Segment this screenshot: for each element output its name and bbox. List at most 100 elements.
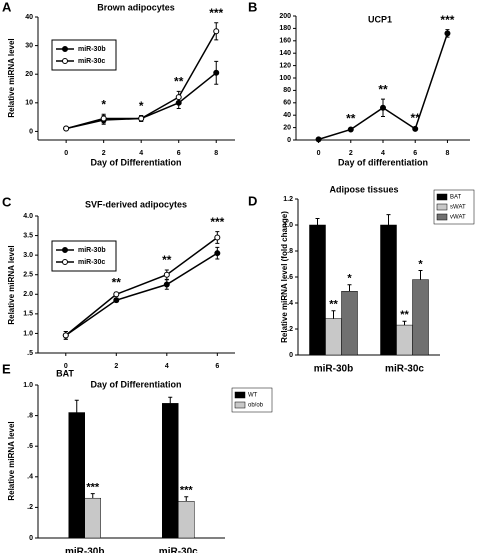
significance: ** xyxy=(329,299,338,311)
y-tick-label: 1.0 xyxy=(23,330,33,337)
x-tick-label: 6 xyxy=(413,150,417,157)
bar xyxy=(412,279,429,356)
bar xyxy=(309,224,326,356)
chart-title: BAT xyxy=(56,368,74,378)
y-tick-label: .2 xyxy=(287,326,293,333)
x-axis-label: Day of Differentiation xyxy=(90,157,181,167)
y-tick-label: 3.0 xyxy=(23,252,33,259)
point xyxy=(62,332,69,339)
error-bar xyxy=(74,399,79,413)
significance: * xyxy=(139,99,144,113)
significance: ** xyxy=(400,309,409,321)
y-tick-label: 160 xyxy=(279,38,291,45)
y-tick-label: 20 xyxy=(25,71,33,78)
error-bar xyxy=(168,396,173,404)
series-line xyxy=(65,236,218,336)
y-tick-label: .4 xyxy=(287,300,293,307)
y-tick-label: .6 xyxy=(27,443,33,450)
point xyxy=(444,30,451,37)
y-tick-label: 0 xyxy=(289,352,293,359)
legend-marker xyxy=(62,247,68,253)
y-tick-label: .8 xyxy=(27,412,33,419)
significance: ** xyxy=(378,82,388,96)
point xyxy=(214,234,221,241)
panel-label: B xyxy=(248,0,257,14)
y-axis-label: Relative miRNA level xyxy=(7,421,16,500)
point xyxy=(213,28,220,35)
x-tick-label: 2 xyxy=(102,150,106,157)
x-tick-label: miR-30b xyxy=(65,547,104,553)
y-tick-label: 1.2 xyxy=(283,196,293,203)
point xyxy=(138,115,145,122)
y-tick-label: 2.0 xyxy=(23,291,33,298)
y-axis-label: Relative miRNA level (fold change) xyxy=(280,211,289,343)
bar xyxy=(84,497,101,539)
y-tick-label: .6 xyxy=(287,274,293,281)
y-tick-label: 2.5 xyxy=(23,272,33,279)
significance: ** xyxy=(174,75,184,89)
point xyxy=(163,271,170,278)
y-tick-label: 1.5 xyxy=(23,311,33,318)
panel-label: C xyxy=(2,194,12,209)
error-bar xyxy=(184,496,189,502)
x-tick-label: 0 xyxy=(317,150,321,157)
legend-label: miR-30b xyxy=(78,247,106,254)
error-bar xyxy=(418,270,423,280)
y-tick-label: 1.0 xyxy=(23,382,33,389)
x-tick-label: miR-30c xyxy=(385,364,424,375)
legend-label: miR-30c xyxy=(78,259,105,266)
error-bar xyxy=(331,310,336,319)
panel-label: A xyxy=(2,0,12,14)
error-bar xyxy=(315,218,320,225)
legend-marker xyxy=(62,259,68,265)
x-tick-label: 4 xyxy=(139,150,143,157)
x-axis-label: Day of Differentiation xyxy=(90,379,181,389)
significance: * xyxy=(347,273,352,285)
point xyxy=(63,125,70,132)
x-tick-label: 6 xyxy=(215,363,219,370)
point xyxy=(175,94,182,101)
point xyxy=(100,115,107,122)
legend-label: miR-30c xyxy=(78,58,105,65)
y-axis-label: Relative miRNA level xyxy=(7,245,16,324)
bar xyxy=(396,324,413,356)
legend-swatch xyxy=(436,203,448,211)
y-tick-label: 80 xyxy=(283,87,291,94)
x-tick-label: 8 xyxy=(214,150,218,157)
significance: *** xyxy=(86,482,100,494)
point xyxy=(380,104,386,111)
legend-label: sWAT xyxy=(450,205,466,211)
bar xyxy=(178,501,195,539)
legend-marker xyxy=(62,46,68,52)
legend-label: vWAT xyxy=(450,215,466,221)
legend-label: BAT xyxy=(450,195,462,201)
significance: ** xyxy=(162,253,172,267)
significance: ** xyxy=(112,276,122,290)
panel-label: D xyxy=(248,193,257,208)
error-bar xyxy=(347,284,352,292)
legend-box xyxy=(51,240,117,272)
point xyxy=(213,69,220,76)
panel-label: E xyxy=(2,361,11,376)
chart-title: Brown adipocytes xyxy=(97,2,175,12)
x-tick-label: 4 xyxy=(165,363,169,370)
error-bar xyxy=(402,320,407,326)
y-tick-label: 0 xyxy=(287,137,291,144)
significance: * xyxy=(101,97,106,111)
legend-swatch xyxy=(436,193,448,201)
x-tick-label: miR-30c xyxy=(159,547,198,553)
significance: ** xyxy=(346,111,356,125)
point xyxy=(163,281,170,288)
y-tick-label: .5 xyxy=(27,350,33,357)
chart-title: SVF-derived adipocytes xyxy=(85,199,187,209)
legend-swatch xyxy=(234,401,246,409)
point xyxy=(113,291,120,298)
y-tick-label: .8 xyxy=(287,248,293,255)
y-tick-label: 20 xyxy=(283,124,291,131)
significance: ** xyxy=(411,111,421,125)
x-tick-label: 4 xyxy=(381,150,385,157)
legend-label: miR-30b xyxy=(78,46,106,53)
x-tick-label: 0 xyxy=(64,150,68,157)
error-bar xyxy=(386,214,391,225)
